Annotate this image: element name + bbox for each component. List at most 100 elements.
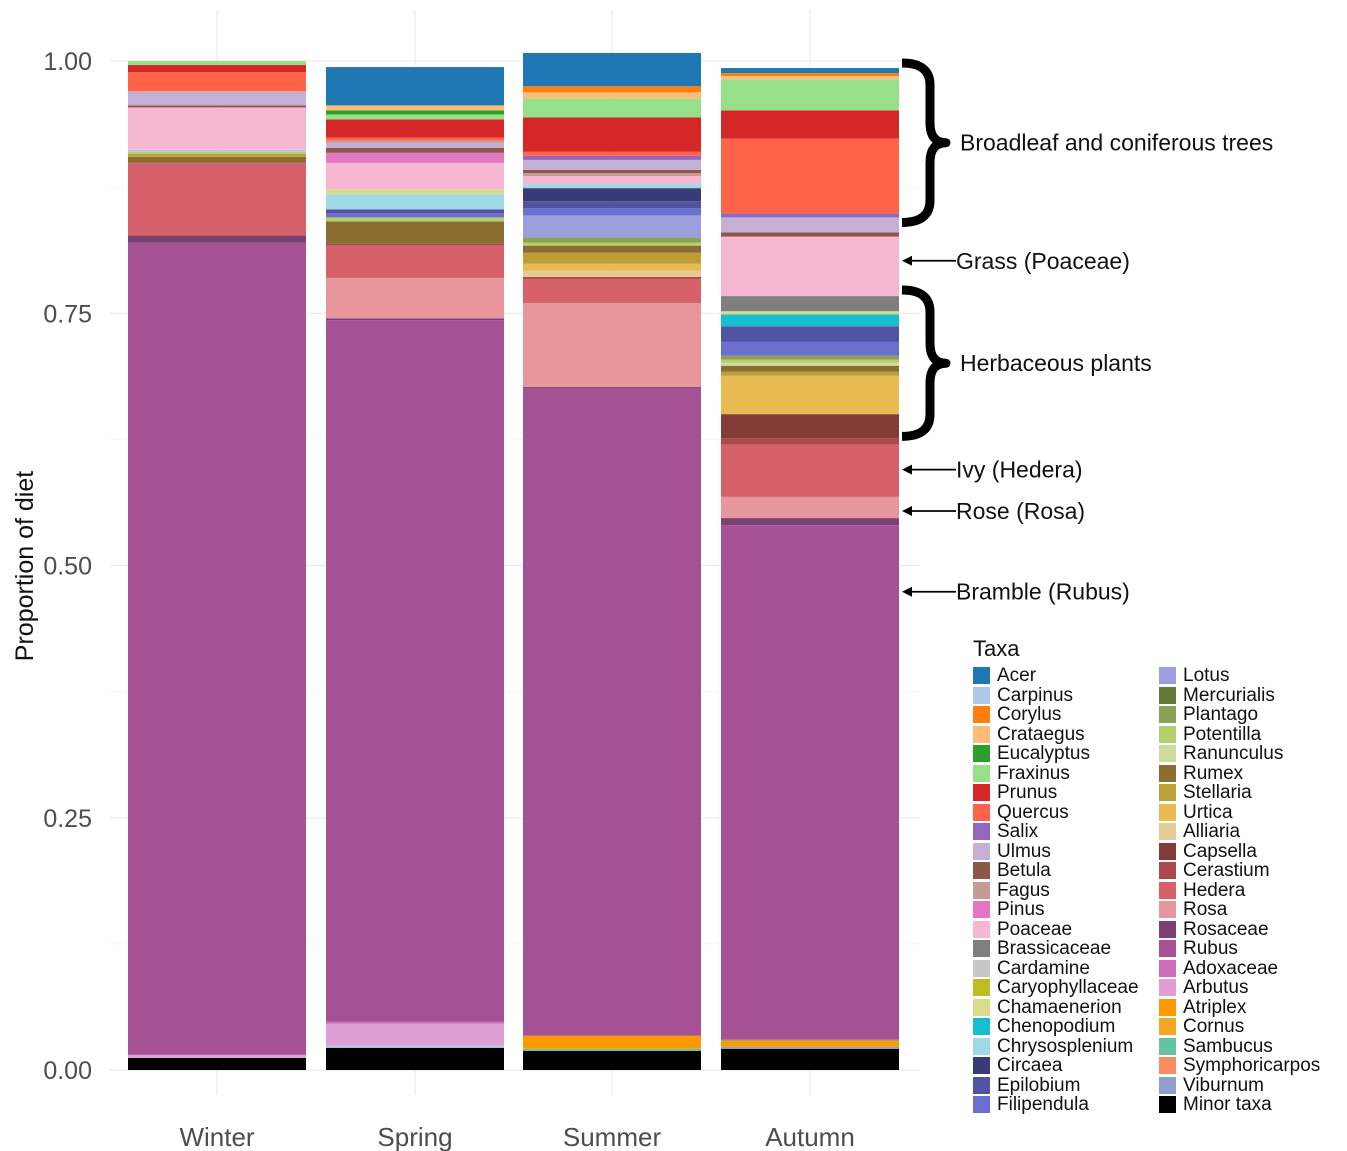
bar-segment-rumex bbox=[721, 365, 899, 372]
legend-label: Betula bbox=[997, 860, 1051, 882]
bar-segment-chamaenerion bbox=[326, 189, 504, 195]
bar-segment-chamaenerion bbox=[721, 311, 899, 315]
legend-swatch bbox=[973, 959, 990, 977]
bar-segment-prunus bbox=[326, 119, 504, 138]
legend-swatch bbox=[973, 920, 990, 938]
bar-segment-salix bbox=[523, 155, 701, 160]
bar-segment-rosaceae bbox=[326, 318, 504, 321]
legend-label: Rubus bbox=[1183, 938, 1238, 960]
bar-segment-chrysosplenium bbox=[326, 194, 504, 210]
legend-item: Ranunculus bbox=[1159, 744, 1320, 764]
legend-swatch bbox=[973, 901, 990, 919]
bar-stack-summer bbox=[523, 52, 701, 1070]
legend-item: Acer bbox=[973, 666, 1151, 686]
bar-segment-urtica bbox=[721, 375, 899, 415]
legend-item: Crataegus bbox=[973, 725, 1151, 745]
legend-label: Minor taxa bbox=[1183, 1094, 1272, 1116]
legend-item: Brassicaceae bbox=[973, 939, 1151, 959]
bar-segment-rubus bbox=[128, 242, 306, 1055]
bar-segment-ranunculus bbox=[721, 362, 899, 366]
legend-swatch bbox=[1159, 862, 1176, 880]
bar-segment-chrysosplenium bbox=[523, 184, 701, 189]
legend-label: Potentilla bbox=[1183, 723, 1262, 745]
legend-swatch bbox=[973, 1037, 990, 1055]
bar-segment-fraxinus bbox=[128, 61, 306, 66]
legend-item: Fagus bbox=[973, 881, 1151, 901]
arrow-head bbox=[902, 464, 912, 475]
bar-segment-crataegus bbox=[523, 92, 701, 99]
bar-segment-quercus bbox=[523, 151, 701, 156]
bar-segment-stellaria bbox=[523, 252, 701, 264]
bar-segment-salix bbox=[721, 213, 899, 218]
bar-segment-fagus bbox=[326, 140, 504, 143]
legend-swatch bbox=[973, 1076, 990, 1094]
bar-segment-lotus bbox=[523, 215, 701, 238]
legend-label: Urtica bbox=[1183, 801, 1233, 823]
legend-swatch bbox=[973, 940, 990, 958]
bar-segment-arbutus bbox=[326, 1023, 504, 1046]
legend-label: Chrysosplenium bbox=[997, 1035, 1134, 1057]
legend-item: Rubus bbox=[1159, 939, 1320, 959]
legend-item: Filipendula bbox=[973, 1095, 1151, 1115]
legend-label: Rumex bbox=[1183, 762, 1244, 784]
bar-segment-filipendula bbox=[721, 341, 899, 356]
bar-segment-rumex bbox=[326, 221, 504, 244]
legend-label: Poaceae bbox=[997, 918, 1073, 940]
bar-segment-quercus bbox=[326, 137, 504, 141]
legend-item: Alliaria bbox=[1159, 822, 1320, 842]
bar-segment-cerastium bbox=[523, 276, 701, 279]
legend-item: Circaea bbox=[973, 1056, 1151, 1076]
legend-swatch bbox=[1159, 667, 1176, 685]
legend-item: Capsella bbox=[1159, 842, 1320, 862]
bar-segment-stellaria bbox=[721, 1039, 899, 1042]
y-tick-label: 1.00 bbox=[43, 48, 92, 76]
legend-label: Rosa bbox=[1183, 899, 1228, 921]
legend-label: Adoxaceae bbox=[1183, 957, 1279, 979]
bar-segment-rosaceae bbox=[523, 386, 701, 388]
legend-swatch bbox=[973, 1096, 990, 1114]
legend-item: Atriplex bbox=[1159, 998, 1320, 1018]
bar-segment-hedera bbox=[128, 162, 306, 236]
legend-label: Atriplex bbox=[1183, 996, 1247, 1018]
bar-segment-rosa bbox=[326, 277, 504, 319]
legend-swatch bbox=[1159, 1076, 1176, 1094]
x-tick-label: Summer bbox=[563, 1122, 662, 1151]
axes: 0.00 0.25 0.50 0.75 1.00 Winter Spring Summer Au… bbox=[11, 48, 855, 1151]
legend-item: Prunus bbox=[973, 783, 1151, 803]
bar-segment-urtica bbox=[523, 263, 701, 271]
bar-segment-ulmus bbox=[326, 142, 504, 148]
legend-swatch bbox=[1159, 1018, 1176, 1036]
legend-swatch bbox=[1159, 901, 1176, 919]
legend-label: Carpinus bbox=[997, 684, 1074, 706]
bar-segment-minor-taxa bbox=[128, 1057, 306, 1070]
bar-segment-potentilla bbox=[128, 151, 306, 154]
legend-columns: Acer Carpinus Corylus Crataegus Eucalyptus Fr… bbox=[973, 666, 1320, 1115]
bar-segment-minor-taxa bbox=[721, 1048, 899, 1070]
arrow-head bbox=[902, 586, 912, 597]
legend-item: Plantago bbox=[1159, 705, 1320, 725]
legend-item: Eucalyptus bbox=[973, 744, 1151, 764]
bar-segment-quercus bbox=[721, 138, 899, 214]
bar-stack-winter bbox=[128, 61, 306, 1070]
legend-label: Pinus bbox=[997, 899, 1045, 921]
legend-label: Sambucus bbox=[1183, 1035, 1273, 1057]
legend-swatch bbox=[973, 667, 990, 685]
legend-column: Lotus Mercurialis Plantago Potentilla Ranunc… bbox=[1159, 666, 1320, 1115]
y-tick-label: 0.75 bbox=[43, 300, 92, 328]
legend-swatch bbox=[1159, 881, 1176, 899]
legend-swatch bbox=[973, 764, 990, 782]
bar-segment-chenopodium bbox=[721, 314, 899, 327]
legend-swatch bbox=[1159, 1057, 1176, 1075]
legend-swatch bbox=[973, 725, 990, 743]
bar-segment-viburnum bbox=[721, 1046, 899, 1049]
y-tick-label: 0.50 bbox=[43, 553, 92, 581]
bar-segment-fagus bbox=[523, 172, 701, 177]
legend-column: Acer Carpinus Corylus Crataegus Eucalyptus Fr… bbox=[973, 666, 1151, 1115]
bar-stack-spring bbox=[326, 67, 504, 1070]
legend-label: Caryophyllaceae bbox=[997, 977, 1139, 999]
legend-label: Cerastium bbox=[1183, 860, 1270, 882]
bar-segment-poaceae bbox=[326, 162, 504, 190]
bar-segment-poaceae bbox=[523, 176, 701, 185]
bar-segment-capsella bbox=[721, 414, 899, 439]
bar-segment-betula bbox=[721, 232, 899, 237]
